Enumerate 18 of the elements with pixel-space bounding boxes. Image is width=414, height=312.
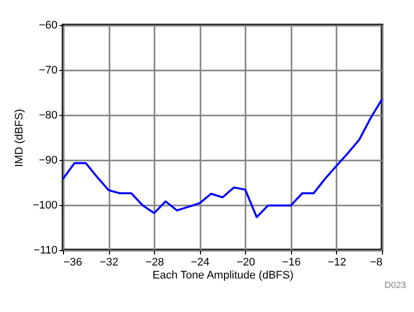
x-tick-label: −20 [236, 256, 256, 268]
x-tick-label: −28 [145, 256, 164, 268]
x-axis-title: Each Tone Amplitude (dBFS) [152, 270, 294, 282]
y-tick-label: −110 [34, 244, 58, 256]
y-tick-label: −80 [38, 110, 58, 122]
line-series [62, 98, 383, 218]
y-tick-label: −90 [38, 154, 58, 166]
y-axis-title: IMD (dBFS) [14, 108, 26, 168]
y-tick-label: −100 [32, 200, 58, 212]
x-tick-label: −16 [282, 256, 301, 268]
x-tick-label: −8 [370, 256, 382, 268]
x-tick-label: −12 [328, 256, 346, 268]
y-tick-label: −60 [38, 20, 58, 32]
text: D023 [384, 280, 406, 290]
x-tick-label: −32 [100, 256, 118, 268]
x-tick-label: −36 [64, 256, 82, 268]
x-tick-label: −24 [190, 256, 210, 268]
y-tick-label: −70 [38, 64, 58, 76]
